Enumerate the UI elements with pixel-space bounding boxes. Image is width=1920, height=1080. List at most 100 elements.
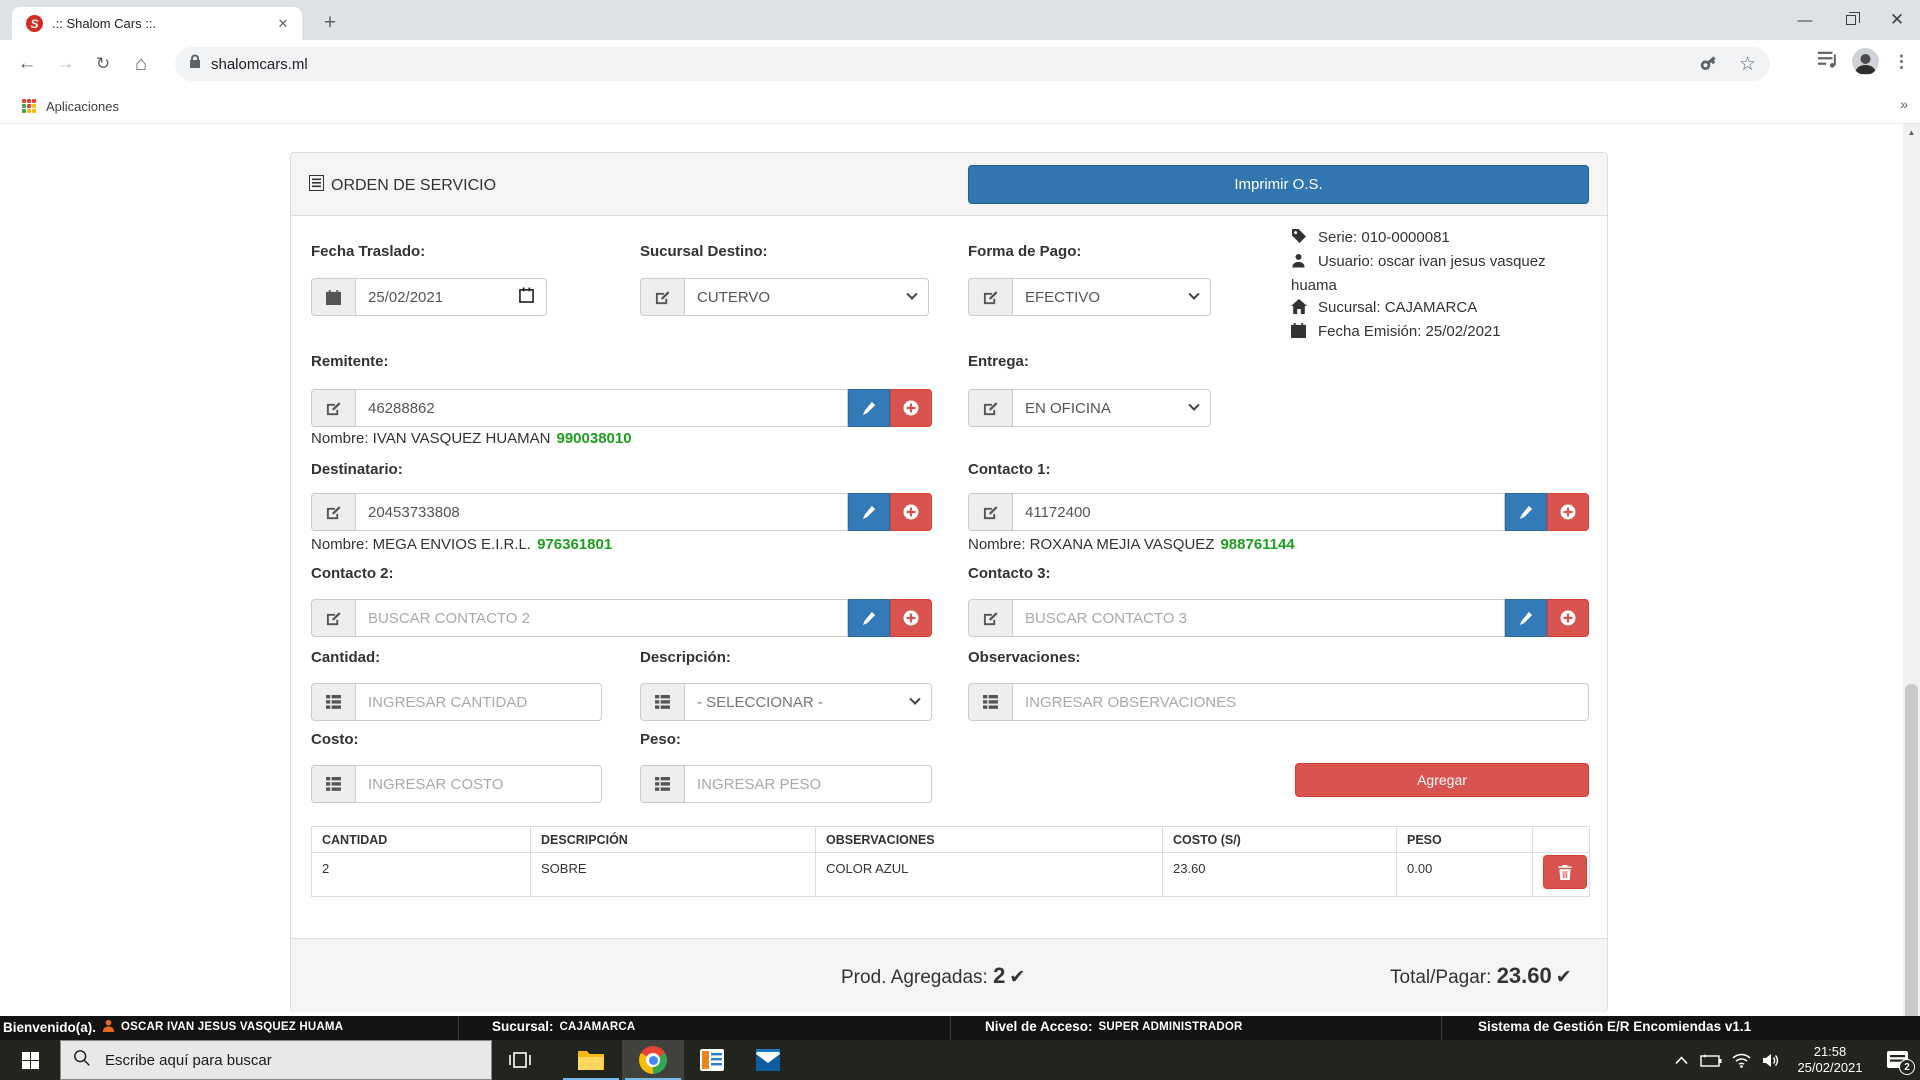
destinatario-nombre: Nombre: MEGA ENVIOS E.I.R.L. 976361801	[311, 536, 612, 553]
media-controls-icon[interactable]	[1816, 49, 1838, 74]
bookmark-apps[interactable]: Aplicaciones	[14, 94, 127, 118]
sucursal-statusbar-value: CAJAMARCA	[559, 1020, 636, 1033]
wifi-icon[interactable]	[1726, 1040, 1756, 1080]
browser-menu-icon[interactable]: ⋮	[1893, 51, 1910, 71]
reload-icon[interactable]: ↻	[95, 54, 111, 73]
restore-icon	[1846, 12, 1860, 25]
scroll-up-icon[interactable]: ▲	[1907, 128, 1916, 137]
destinatario-edit-button[interactable]	[848, 493, 890, 531]
nivel-acceso-label: Nivel de Acceso:	[985, 1019, 1093, 1034]
items-table: CANTIDAD DESCRIPCIÓN OBSERVACIONES COSTO…	[311, 826, 1590, 897]
contacto2-input[interactable]: BUSCAR CONTACTO 2	[355, 599, 848, 637]
volume-icon[interactable]	[1756, 1040, 1786, 1080]
destinatario-input[interactable]: 20453733808	[355, 493, 848, 531]
remitente-nombre: Nombre: IVAN VASQUEZ HUAMAN 990038010	[311, 430, 632, 447]
home-icon[interactable]: ⌂	[134, 52, 148, 75]
imprimir-os-button[interactable]: Imprimir O.S.	[968, 165, 1589, 204]
destinatario-nombre-text: Nombre: MEGA ENVIOS E.I.R.L.	[311, 536, 532, 553]
contacto1-group: 41172400	[968, 493, 1589, 531]
order-info-block: Serie: 010-0000081 Usuario: oscar ivan j…	[1291, 227, 1559, 345]
check-icon: ✔	[1009, 967, 1026, 988]
remitente-label: Remitente:	[311, 353, 389, 370]
new-tab-button[interactable]: +	[323, 11, 337, 34]
destinatario-add-button[interactable]	[890, 493, 932, 531]
forma-pago-label: Forma de Pago:	[968, 243, 1082, 260]
total-pagar-label: Total/Pagar:	[1390, 967, 1492, 988]
mail-button[interactable]	[740, 1040, 796, 1080]
contacto2-add-button[interactable]	[890, 599, 932, 637]
entrega-select[interactable]: EN OFICINA	[1012, 389, 1211, 427]
descripcion-label: Descripción:	[640, 649, 731, 666]
remitente-add-button[interactable]	[890, 389, 932, 427]
window-minimize-button[interactable]: —	[1797, 11, 1813, 29]
taskbar-search-input[interactable]: Escribe aquí para buscar	[60, 1040, 492, 1080]
forward-icon[interactable]: →	[55, 53, 75, 74]
usuario-text: Usuario: oscar ivan jesus vasquez huama	[1291, 253, 1546, 294]
sucursal-text: Sucursal: CAJAMARCA	[1318, 299, 1478, 316]
action-center-button[interactable]: 2	[1874, 1040, 1920, 1080]
datepicker-icon[interactable]	[519, 287, 534, 307]
edit-addon-icon	[968, 493, 1012, 531]
bookmarks-bar: Aplicaciones »	[0, 88, 1920, 124]
contacto3-group: BUSCAR CONTACTO 3	[968, 599, 1589, 637]
back-icon[interactable]: ←	[17, 53, 37, 74]
contacto2-edit-button[interactable]	[848, 599, 890, 637]
col-actions	[1532, 826, 1590, 853]
calendar-icon	[1291, 323, 1308, 345]
sucursal-statusbar-label: Sucursal:	[492, 1019, 554, 1034]
taskbar-clock[interactable]: 21:58 25/02/2021	[1786, 1044, 1874, 1076]
entrega-value: EN OFICINA	[1025, 399, 1111, 417]
remitente-input[interactable]: 46288862	[355, 389, 848, 427]
clock-date: 25/02/2021	[1797, 1060, 1863, 1075]
forma-pago-select[interactable]: EFECTIVO	[1012, 278, 1211, 316]
select-chevron-icon	[906, 288, 918, 300]
contacto3-input[interactable]: BUSCAR CONTACTO 3	[1012, 599, 1505, 637]
contacto1-edit-button[interactable]	[1505, 493, 1547, 531]
window-close-button[interactable]: ✕	[1889, 10, 1905, 29]
battery-icon[interactable]	[1696, 1040, 1726, 1080]
contacto3-add-button[interactable]	[1547, 599, 1589, 637]
cantidad-input[interactable]: INGRESAR CANTIDAD	[355, 683, 602, 721]
contacto1-input[interactable]: 41172400	[1012, 493, 1505, 531]
fecha-emision-line: Fecha Emisión: 25/02/2021	[1291, 321, 1559, 345]
observaciones-label: Observaciones:	[968, 649, 1081, 666]
page-scrollbar[interactable]: ▲ ▼	[1903, 124, 1920, 1080]
file-explorer-button[interactable]	[560, 1040, 622, 1080]
password-key-icon[interactable]	[1698, 52, 1717, 76]
fecha-traslado-input[interactable]: 25/02/2021	[355, 278, 547, 316]
observaciones-placeholder: INGRESAR OBSERVACIONES	[1025, 693, 1237, 711]
window-restore-button[interactable]	[1828, 0, 1874, 40]
agregar-button[interactable]: Agregar	[1295, 763, 1589, 797]
edit-addon-icon	[640, 278, 684, 316]
scrollbar-thumb[interactable]	[1905, 684, 1918, 1080]
profile-avatar[interactable]	[1852, 48, 1879, 75]
windows-taskbar: Escribe aquí para buscar 21:58 25/02/202…	[0, 1040, 1920, 1080]
bookmark-star-icon[interactable]: ☆	[1738, 53, 1756, 75]
observaciones-input[interactable]: INGRESAR OBSERVACIONES	[1012, 683, 1589, 721]
usuario-line: Usuario: oscar ivan jesus vasquez huama	[1291, 251, 1559, 297]
apps-grid-icon	[22, 99, 36, 113]
sistema-version-text: Sistema de Gestión E/R Encomiendas v1.1	[1478, 1019, 1752, 1034]
system-tray: 21:58 25/02/2021 2	[1666, 1040, 1920, 1080]
delete-row-button[interactable]	[1543, 855, 1587, 889]
descripcion-select[interactable]: - SELECCIONAR -	[684, 683, 932, 721]
start-button[interactable]	[0, 1040, 60, 1080]
peso-input[interactable]: INGRESAR PESO	[684, 765, 932, 803]
costo-input[interactable]: INGRESAR COSTO	[355, 765, 602, 803]
address-bar[interactable]: shalomcars.ml ☆	[175, 47, 1770, 81]
office-app-button[interactable]	[684, 1040, 740, 1080]
contacto1-add-button[interactable]	[1547, 493, 1589, 531]
chrome-button[interactable]	[622, 1040, 684, 1080]
contacto3-edit-button[interactable]	[1505, 599, 1547, 637]
bookmarks-overflow-chevron[interactable]: »	[1900, 96, 1908, 112]
forma-pago-group: EFECTIVO	[968, 278, 1211, 316]
bienvenido-label: Bienvenido(a).	[3, 1019, 97, 1035]
browser-tab[interactable]: S .:: Shalom Cars ::. ✕	[12, 7, 302, 40]
sucursal-destino-select[interactable]: CUTERVO	[684, 278, 929, 316]
statusbar-usuario: OSCAR IVAN JESUS VASQUEZ HUAMA	[121, 1021, 344, 1033]
tray-expand-chevron-icon[interactable]	[1666, 1040, 1696, 1080]
tab-close-icon[interactable]: ✕	[277, 15, 289, 31]
sucursal-destino-group: CUTERVO	[640, 278, 929, 316]
task-view-button[interactable]	[492, 1040, 548, 1080]
remitente-edit-button[interactable]	[848, 389, 890, 427]
